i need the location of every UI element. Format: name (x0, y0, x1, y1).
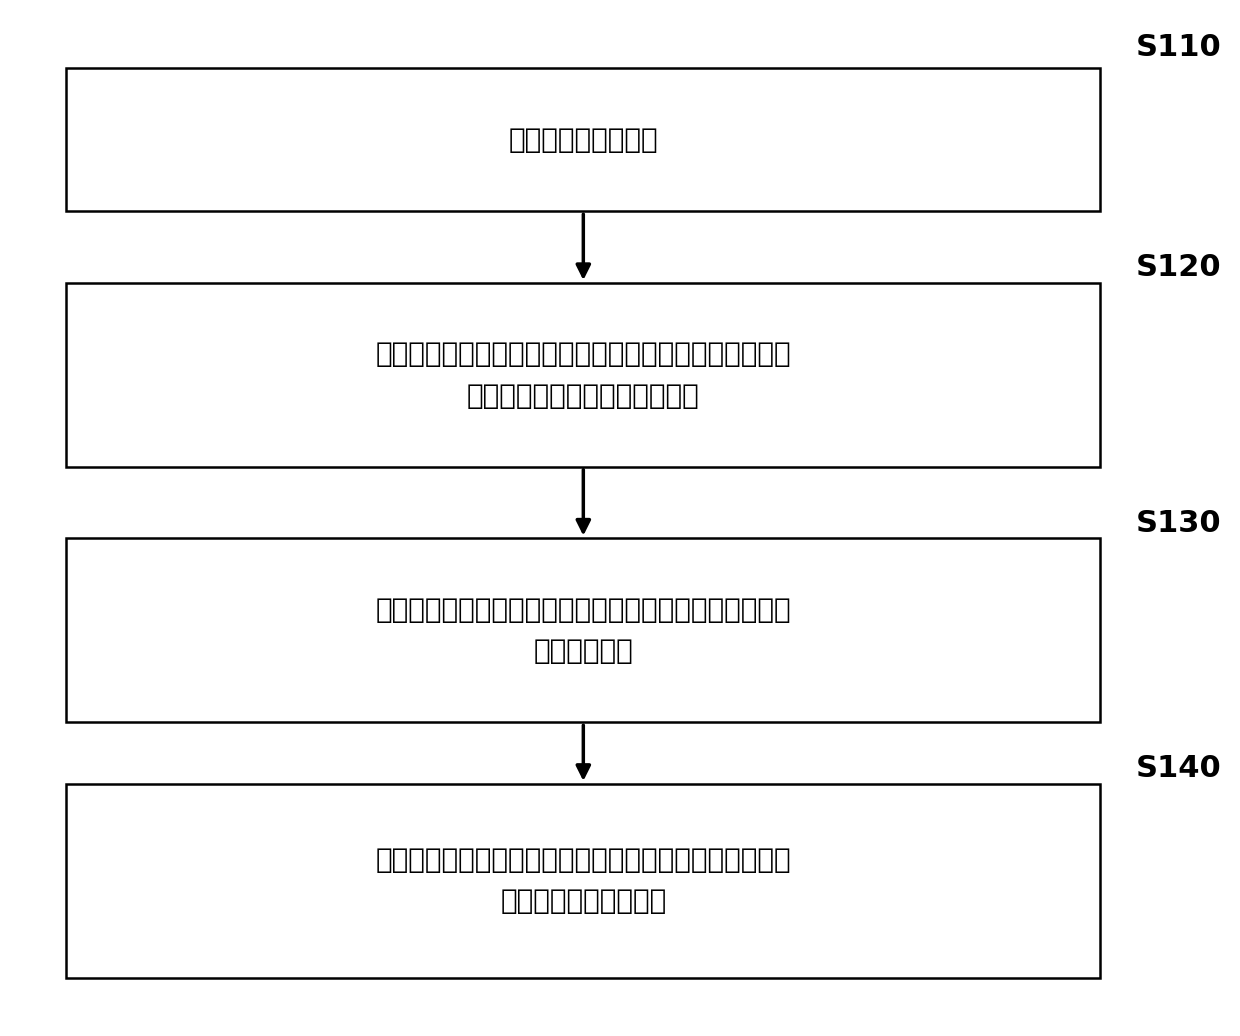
Bar (67, 784, 1100, 978)
Text: 获取弯道的曲率半径: 获取弯道的曲率半径 (508, 125, 658, 153)
Text: S110: S110 (1136, 33, 1221, 62)
Text: S120: S120 (1136, 253, 1221, 282)
Text: 根据所述感知极限距离计算自动驾驶车辆对于所述弯道的
感知极限速度: 根据所述感知极限距离计算自动驾驶车辆对于所述弯道的 感知极限速度 (376, 596, 791, 665)
Text: 根据所述曲率半径确定舒适过弯的最高速度和自动驾驶车
辆对于所述弯道的感知极限距离: 根据所述曲率半径确定舒适过弯的最高速度和自动驾驶车 辆对于所述弯道的感知极限距离 (376, 340, 791, 409)
Bar (67, 283, 1100, 467)
Text: 将所述舒适过弯的最高速度和所述感知极限速度中的最小
值确定为所述弯道速度: 将所述舒适过弯的最高速度和所述感知极限速度中的最小 值确定为所述弯道速度 (376, 846, 791, 916)
Text: S140: S140 (1136, 754, 1221, 783)
Bar (67, 68, 1100, 211)
Bar (67, 539, 1100, 722)
Text: S130: S130 (1136, 509, 1221, 538)
